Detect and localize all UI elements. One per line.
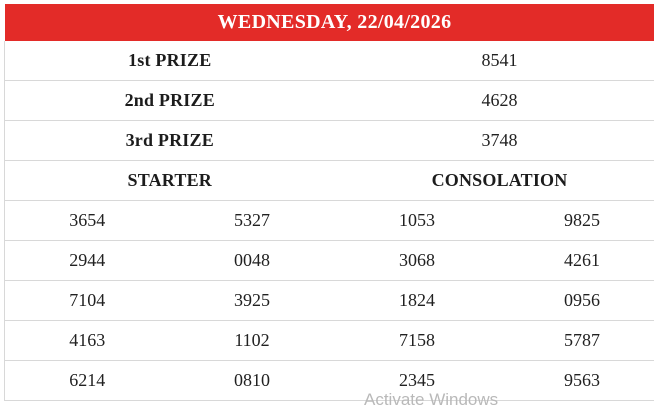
consolation-number: 0956 xyxy=(500,281,654,321)
consolation-number: 1824 xyxy=(335,281,500,321)
draw-date-header: WEDNESDAY, 22/04/2026 xyxy=(5,4,654,41)
starter-number: 3654 xyxy=(5,201,170,241)
numbers-row: 2944 0048 3068 4261 xyxy=(5,241,654,281)
results-table: WEDNESDAY, 22/04/2026 1st PRIZE 8541 2nd… xyxy=(4,4,654,401)
numbers-row: 4163 1102 7158 5787 xyxy=(5,321,654,361)
starter-number: 0810 xyxy=(170,361,335,401)
numbers-row: 7104 3925 1824 0956 xyxy=(5,281,654,321)
second-prize-row: 2nd PRIZE 4628 xyxy=(5,81,654,121)
numbers-row: 6214 0810 2345 9563 xyxy=(5,361,654,401)
results-table-container: WEDNESDAY, 22/04/2026 1st PRIZE 8541 2nd… xyxy=(4,4,654,401)
starter-section-header: STARTER xyxy=(5,161,335,201)
section-header-row: STARTER CONSOLATION xyxy=(5,161,654,201)
third-prize-label: 3rd PRIZE xyxy=(5,121,335,161)
second-prize-label: 2nd PRIZE xyxy=(5,81,335,121)
starter-number: 0048 xyxy=(170,241,335,281)
starter-number: 4163 xyxy=(5,321,170,361)
starter-number: 1102 xyxy=(170,321,335,361)
first-prize-row: 1st PRIZE 8541 xyxy=(5,41,654,81)
consolation-section-header: CONSOLATION xyxy=(335,161,654,201)
consolation-number: 5787 xyxy=(500,321,654,361)
consolation-number: 9825 xyxy=(500,201,654,241)
consolation-number: 1053 xyxy=(335,201,500,241)
starter-number: 7104 xyxy=(5,281,170,321)
first-prize-label: 1st PRIZE xyxy=(5,41,335,81)
second-prize-value: 4628 xyxy=(335,81,654,121)
consolation-number: 9563 xyxy=(500,361,654,401)
starter-number: 3925 xyxy=(170,281,335,321)
starter-number: 2944 xyxy=(5,241,170,281)
first-prize-value: 8541 xyxy=(335,41,654,81)
third-prize-value: 3748 xyxy=(335,121,654,161)
numbers-row: 3654 5327 1053 9825 xyxy=(5,201,654,241)
draw-date-row: WEDNESDAY, 22/04/2026 xyxy=(5,4,654,41)
third-prize-row: 3rd PRIZE 3748 xyxy=(5,121,654,161)
consolation-number: 4261 xyxy=(500,241,654,281)
consolation-number: 3068 xyxy=(335,241,500,281)
consolation-number: 2345 xyxy=(335,361,500,401)
starter-number: 5327 xyxy=(170,201,335,241)
starter-number: 6214 xyxy=(5,361,170,401)
consolation-number: 7158 xyxy=(335,321,500,361)
